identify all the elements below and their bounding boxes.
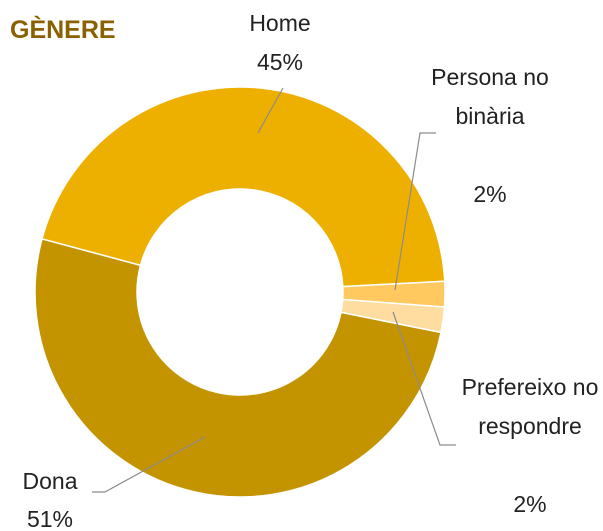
slices [34,86,446,498]
value-label: 2% [513,491,547,517]
donut-slice [41,86,446,288]
leader-line [392,311,456,446]
chart-title: GÈNERE [10,16,116,44]
leaders [92,87,456,493]
leader-line [92,436,206,493]
leader-line [257,87,284,134]
slice-label: Home [249,10,311,36]
leader-line [394,132,436,291]
slice-label: Dona [22,468,78,494]
value-label: 51% [26,506,74,531]
value-label: 2% [473,181,507,207]
donut-slice [34,238,442,498]
slice-label: Persona no binària [431,64,549,129]
value-label: 45% [256,49,304,75]
slice-label: Prefereixo no respondre [461,374,599,439]
